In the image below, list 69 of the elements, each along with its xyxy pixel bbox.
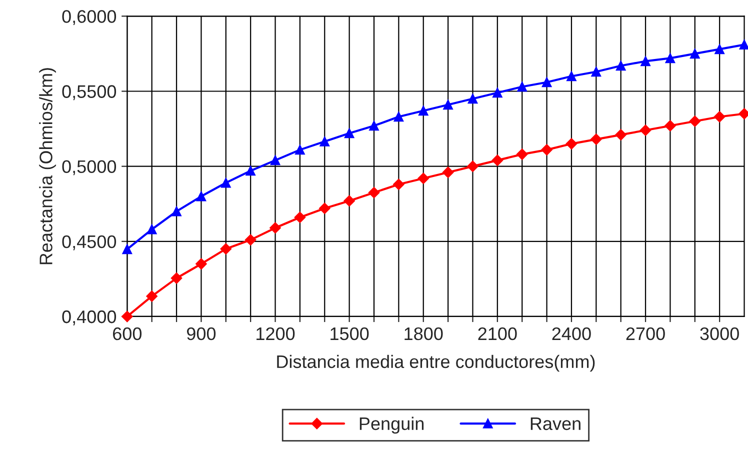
point [616, 60, 626, 71]
legend-label: Penguin [360, 416, 424, 434]
point [122, 244, 132, 254]
point [418, 172, 429, 184]
y-tick-label: 0,5000 [62, 160, 116, 176]
point [664, 120, 676, 132]
point [122, 310, 133, 322]
x-tick-label: 1800 [404, 327, 443, 340]
point [320, 136, 330, 146]
point [172, 206, 182, 216]
y-axis-title: Reactancia (Ohmios/km) [39, 68, 56, 264]
point [246, 166, 256, 176]
point [492, 88, 502, 98]
point [393, 178, 404, 190]
point [294, 212, 306, 223]
x-axis-title: Distancia media entre conductores(mm) [277, 354, 595, 372]
point [270, 222, 281, 234]
point [492, 154, 504, 166]
point [566, 138, 578, 150]
point [665, 53, 676, 64]
point [690, 48, 700, 59]
point [146, 224, 157, 234]
x-tick-label: 2700 [626, 327, 665, 340]
point [368, 186, 380, 198]
point [590, 134, 602, 145]
point [714, 44, 724, 54]
point [689, 116, 700, 127]
point [541, 144, 552, 156]
point [467, 160, 478, 172]
point [369, 120, 379, 131]
point [244, 234, 256, 246]
point [221, 178, 231, 188]
point [170, 272, 182, 284]
point [196, 258, 207, 270]
point [443, 100, 453, 110]
point [517, 82, 527, 92]
y-tick-label: 0,5500 [62, 85, 116, 100]
point [344, 195, 355, 206]
y-tick-label: 0,4500 [62, 235, 116, 250]
point [270, 155, 280, 166]
point [196, 191, 206, 202]
point [146, 290, 158, 302]
x-tick-label: 1200 [256, 327, 295, 340]
x-tick-label: 2100 [478, 327, 517, 340]
point [640, 56, 650, 66]
point [640, 124, 652, 136]
point [295, 144, 305, 155]
point [344, 128, 354, 138]
point [442, 166, 454, 178]
y-tick-label: 0,4000 [62, 310, 116, 326]
x-tick-label: 1500 [330, 327, 369, 340]
x-tick-label: 900 [186, 327, 216, 340]
point [739, 40, 748, 50]
point [468, 94, 478, 104]
point [591, 66, 602, 77]
point [220, 243, 232, 255]
point [714, 111, 726, 122]
point [542, 77, 552, 88]
point [516, 148, 528, 160]
legend-label: Raven [530, 417, 580, 430]
point [394, 112, 404, 122]
x-tick-label: 600 [113, 327, 142, 340]
point [319, 202, 330, 214]
point [566, 71, 576, 82]
point [615, 129, 626, 140]
point [418, 106, 428, 116]
x-tick-label: 3000 [700, 327, 739, 340]
y-tick-label: 0,6000 [62, 10, 116, 26]
x-tick-label: 2400 [552, 327, 591, 340]
